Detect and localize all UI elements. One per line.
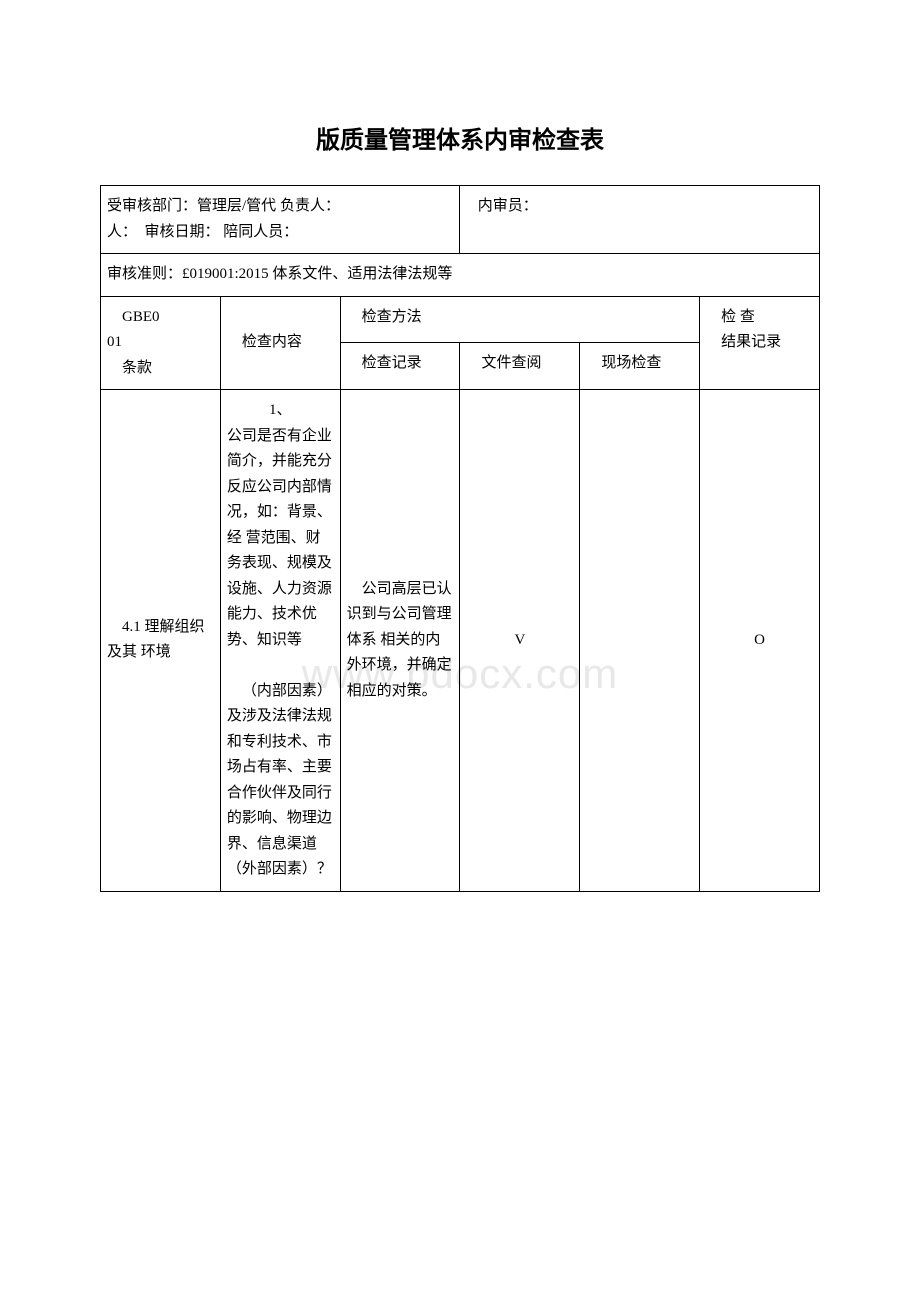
companion-label: 陪同人员： xyxy=(223,224,298,240)
clause-header: GBE0 01 条款 xyxy=(101,296,221,390)
file-review-cell: V xyxy=(460,390,580,892)
dept-label: 受审核部门： xyxy=(107,198,197,214)
file-review-header-text: 文件查阅 xyxy=(481,355,541,371)
site-check-cell xyxy=(580,390,700,892)
site-check-header-text: 现场检查 xyxy=(601,355,661,371)
content-header-text: 检查内容 xyxy=(242,334,302,350)
content-p1: 公司是否有企业简介，并能充分反应公司内部情况，如：背景、经 营范围、财务表现、规… xyxy=(227,428,332,648)
result-text: O xyxy=(754,632,765,648)
code-line3: 条款 xyxy=(122,360,152,376)
dept-info-cell: 受审核部门：管理层/管代 负责人： 人： 审核日期： 陪同人员： xyxy=(101,186,460,254)
site-check-header: 现场检查 xyxy=(580,343,700,390)
clause-cell: 4.1 理解组织及其 环境 xyxy=(101,390,221,892)
content-p2: （内部因素）及涉及法律法规和专利技术、市场占有率、主要合作伙伴及同行的影响、物理… xyxy=(227,683,332,878)
table-header-row: 受审核部门：管理层/管代 负责人： 人： 审核日期： 陪同人员： 内审员： xyxy=(101,186,820,254)
table-row: 4.1 理解组织及其 环境 1、 公司是否有企业简介，并能充分反应公司内部情况，… xyxy=(101,390,820,892)
dept-value: 管理层/管代 xyxy=(197,198,276,214)
record-cell: 公司高层已认识到与公司管理体系 相关的内外环境，并确定相应的对策。 xyxy=(340,390,460,892)
criteria-cell: 审核准则：£019001:2015 体系文件、适用法律法规等 xyxy=(101,254,820,297)
method-header-text: 检查方法 xyxy=(362,309,422,325)
audit-date-label: 审核日期： xyxy=(145,224,220,240)
result-cell: O xyxy=(700,390,820,892)
responsible-label: 负责人： xyxy=(280,198,340,214)
record-header: 检查记录 xyxy=(340,343,460,390)
file-review-text: V xyxy=(514,632,525,648)
record-text: 公司高层已认识到与公司管理体系 相关的内外环境，并确定相应的对策。 xyxy=(347,581,452,699)
record-header-text: 检查记录 xyxy=(362,355,422,371)
column-header-row-1: GBE0 01 条款 检查内容 检查方法 检 查 结果记录 xyxy=(101,296,820,343)
file-review-header: 文件查阅 xyxy=(460,343,580,390)
page-title: 版质量管理体系内审检查表 xyxy=(100,120,820,155)
criteria-value: £019001:2015 体系文件、适用法律法规等 xyxy=(182,266,452,282)
criteria-label: 审核准则： xyxy=(107,266,182,282)
responsible-prefix: 人： xyxy=(107,224,137,240)
result-header: 检 查 结果记录 xyxy=(700,296,820,390)
method-header: 检查方法 xyxy=(340,296,699,343)
result-line1: 检 查 xyxy=(721,309,755,325)
code-line2: 01 xyxy=(107,334,122,350)
clause-text: 4.1 理解组织及其 环境 xyxy=(107,619,205,661)
auditor-cell: 内审员： xyxy=(460,186,820,254)
auditor-label: 内审员： xyxy=(478,198,538,214)
criteria-row: 审核准则：£019001:2015 体系文件、适用法律法规等 xyxy=(101,254,820,297)
content-cell: 1、 公司是否有企业简介，并能充分反应公司内部情况，如：背景、经 营范围、财务表… xyxy=(220,390,340,892)
audit-table: 受审核部门：管理层/管代 负责人： 人： 审核日期： 陪同人员： 内审员： 审核… xyxy=(100,185,820,892)
result-line2: 结果记录 xyxy=(721,334,781,350)
code-line1: GBE0 xyxy=(122,309,160,325)
content-header: 检查内容 xyxy=(220,296,340,390)
